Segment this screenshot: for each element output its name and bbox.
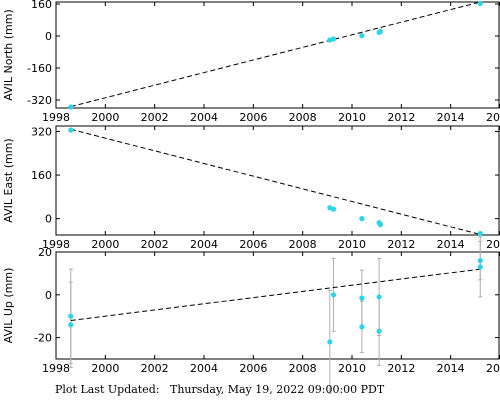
trend-line bbox=[70, 268, 481, 321]
y-tick-label: -160 bbox=[27, 62, 52, 75]
x-tick-label: 2010 bbox=[338, 238, 366, 251]
x-tick-label: 2014 bbox=[437, 362, 465, 375]
data-point bbox=[359, 216, 365, 222]
panel-east: 1998 2000 2002 2004 2006 2008 2010 2012 2014 2016… bbox=[2, 125, 500, 251]
data-point bbox=[330, 36, 337, 42]
x-tick-label: 2002 bbox=[141, 111, 169, 124]
x-tick-label: 2000 bbox=[91, 111, 119, 124]
data-point bbox=[376, 328, 382, 334]
data-point bbox=[477, 264, 483, 270]
trend-line bbox=[70, 1, 481, 108]
x-tick-label: 2004 bbox=[190, 362, 218, 375]
x-tick-label: 2014 bbox=[437, 111, 465, 124]
footer-label: Plot Last Updated: bbox=[55, 383, 160, 396]
x-tick-label: 2002 bbox=[141, 362, 169, 375]
data-point bbox=[477, 0, 483, 6]
x-tick-label: 2012 bbox=[387, 238, 415, 251]
data-point bbox=[376, 294, 382, 300]
y-axis-label: AVIL Up (mm) bbox=[2, 268, 15, 344]
x-tick-label: 2010 bbox=[338, 362, 366, 375]
y-tick-label: 320 bbox=[31, 125, 52, 138]
y-tick-label: -320 bbox=[27, 94, 52, 107]
x-tick-label: 2000 bbox=[91, 238, 119, 251]
x-tick-label: 2006 bbox=[239, 111, 267, 124]
y-tick-label: 0 bbox=[45, 213, 52, 226]
y-tick-label: 20 bbox=[38, 246, 52, 259]
trend-line bbox=[70, 128, 481, 235]
data-point bbox=[477, 231, 483, 237]
data-point bbox=[377, 222, 383, 228]
y-tick-label: 160 bbox=[31, 0, 52, 11]
x-tick-label: 2008 bbox=[289, 111, 317, 124]
data-point bbox=[359, 33, 365, 39]
x-tick-label: 2002 bbox=[141, 238, 169, 251]
x-tick-label: 2008 bbox=[289, 362, 317, 375]
data-point bbox=[477, 257, 483, 264]
data-point bbox=[359, 295, 365, 301]
x-tick-label: 2012 bbox=[387, 362, 415, 375]
x-tick-label: 1998 bbox=[42, 362, 70, 375]
x-tick-label: 2006 bbox=[239, 238, 267, 251]
plot-frame bbox=[55, 251, 500, 360]
y-tick-label: 0 bbox=[45, 30, 52, 43]
x-tick-label: 2004 bbox=[190, 238, 218, 251]
x-tick-label: 2006 bbox=[239, 362, 267, 375]
y-axis-label: AVIL North (mm) bbox=[2, 9, 15, 101]
panel-up: 1998 2000 2002 2004 2006 2008 2010 2012 2014 2016… bbox=[2, 236, 500, 394]
x-tick-label: 2014 bbox=[437, 238, 465, 251]
x-tick-label: 2008 bbox=[289, 238, 317, 251]
panel-north: 1998 2000 2002 2004 2006 2008 2010 2012 2014 20 16… bbox=[2, 0, 500, 124]
data-point bbox=[68, 322, 74, 328]
data-point bbox=[327, 339, 333, 345]
plot-frame bbox=[55, 1, 500, 109]
footer: Plot Last Updated: Thursday, May 19, 202… bbox=[55, 383, 384, 396]
x-tick-label: 2004 bbox=[190, 111, 218, 124]
y-axis-label: AVIL East (mm) bbox=[2, 138, 15, 222]
data-point bbox=[377, 29, 383, 35]
data-point bbox=[68, 313, 74, 319]
x-tick-label: 2010 bbox=[338, 111, 366, 124]
data-point bbox=[68, 127, 74, 133]
footer-timestamp: Thursday, May 19, 2022 09:00:00 PDT bbox=[169, 383, 385, 396]
x-tick-label: 2000 bbox=[91, 362, 119, 375]
x-tick-label: 2012 bbox=[387, 111, 415, 124]
y-tick-label: 160 bbox=[31, 169, 52, 182]
data-point bbox=[330, 206, 337, 212]
x-tick-label: 1998 bbox=[42, 238, 70, 251]
plot-frame bbox=[55, 125, 500, 236]
y-tick-label: 0 bbox=[45, 289, 52, 302]
x-tick-label: 1998 bbox=[42, 111, 70, 124]
data-point bbox=[68, 104, 74, 110]
y-tick-label: -20 bbox=[34, 332, 52, 345]
data-point bbox=[330, 292, 337, 298]
data-point bbox=[359, 324, 365, 330]
